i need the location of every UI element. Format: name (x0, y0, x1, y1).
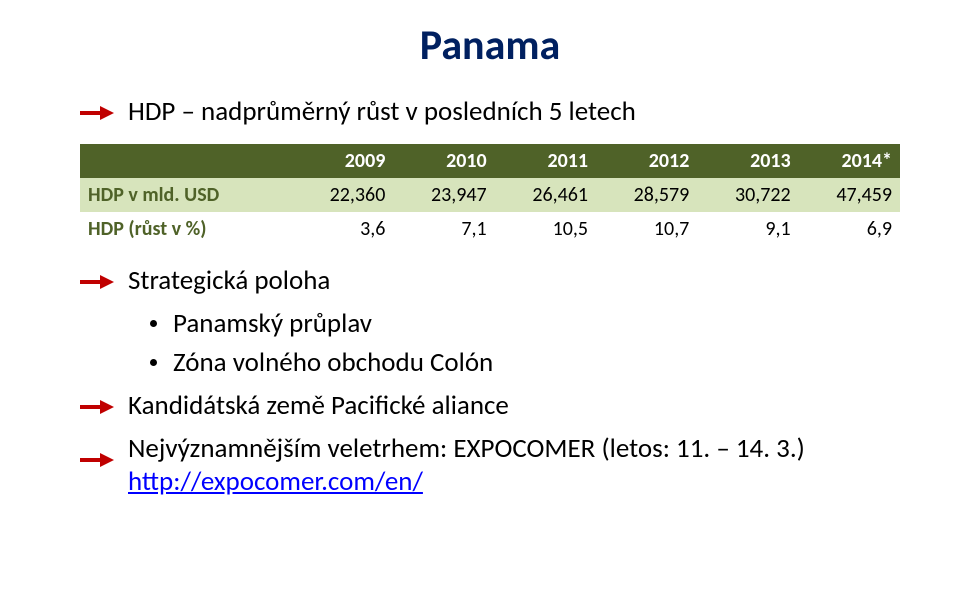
table-row: HDP (růst v %) 3,6 7,1 10,5 10,7 9,1 6,9 (80, 212, 900, 246)
row-label: HDP (růst v %) (80, 212, 292, 246)
sub-bullet-canal: Panamský průplav (150, 307, 900, 340)
col-2013: 2013 (697, 144, 798, 178)
col-blank (80, 144, 292, 178)
arrow-icon (80, 442, 114, 475)
cell: 10,5 (495, 212, 596, 246)
cell: 28,579 (596, 178, 697, 212)
arrow-icon (80, 95, 114, 128)
col-2011: 2011 (495, 144, 596, 178)
expocomer-link[interactable]: http://expocomer.com/en/ (128, 465, 423, 498)
cell: 3,6 (292, 212, 393, 246)
cell: 30,722 (697, 178, 798, 212)
page-title: Panama (80, 20, 900, 71)
col-2012: 2012 (596, 144, 697, 178)
bullet-strategic-position: Strategická poloha (80, 264, 900, 297)
cell: 6,9 (799, 212, 900, 246)
col-2009: 2009 (292, 144, 393, 178)
table-header-row: 2009 2010 2011 2012 2013 2014* (80, 144, 900, 178)
row-label: HDP v mld. USD (80, 178, 292, 212)
cell: 7,1 (393, 212, 494, 246)
cell: 9,1 (697, 212, 798, 246)
cell: 10,7 (596, 212, 697, 246)
bullet-text-wrap: Nejvýznamnějším veletrhem: EXPOCOMER (le… (128, 432, 805, 498)
dot-icon (150, 320, 157, 327)
hdp-table: 2009 2010 2011 2012 2013 2014* HDP v mld… (80, 144, 900, 246)
col-2014: 2014* (799, 144, 900, 178)
bullet-text: HDP – nadprůměrný růst v posledních 5 le… (128, 95, 636, 128)
cell: 22,360 (292, 178, 393, 212)
dot-icon (150, 359, 157, 366)
bullet-text: Kandidátská země Pacifické aliance (128, 389, 509, 422)
bullet-text: Strategická poloha (128, 264, 330, 297)
bullet-expocomer: Nejvýznamnějším veletrhem: EXPOCOMER (le… (80, 432, 900, 498)
sub-bullet-colon: Zóna volného obchodu Colón (150, 346, 900, 379)
sub-bullet-text: Panamský průplav (173, 307, 372, 340)
arrow-icon (80, 264, 114, 297)
arrow-icon (80, 389, 114, 422)
bullet-hdp-growth: HDP – nadprůměrný růst v posledních 5 le… (80, 95, 900, 128)
col-2010: 2010 (393, 144, 494, 178)
cell: 26,461 (495, 178, 596, 212)
bullet-pacific-alliance: Kandidátská země Pacifické aliance (80, 389, 900, 422)
cell: 23,947 (393, 178, 494, 212)
table-row: HDP v mld. USD 22,360 23,947 26,461 28,5… (80, 178, 900, 212)
cell: 47,459 (799, 178, 900, 212)
sub-bullet-text: Zóna volného obchodu Colón (173, 346, 493, 379)
bullet-text: Nejvýznamnějším veletrhem: EXPOCOMER (le… (128, 432, 805, 465)
